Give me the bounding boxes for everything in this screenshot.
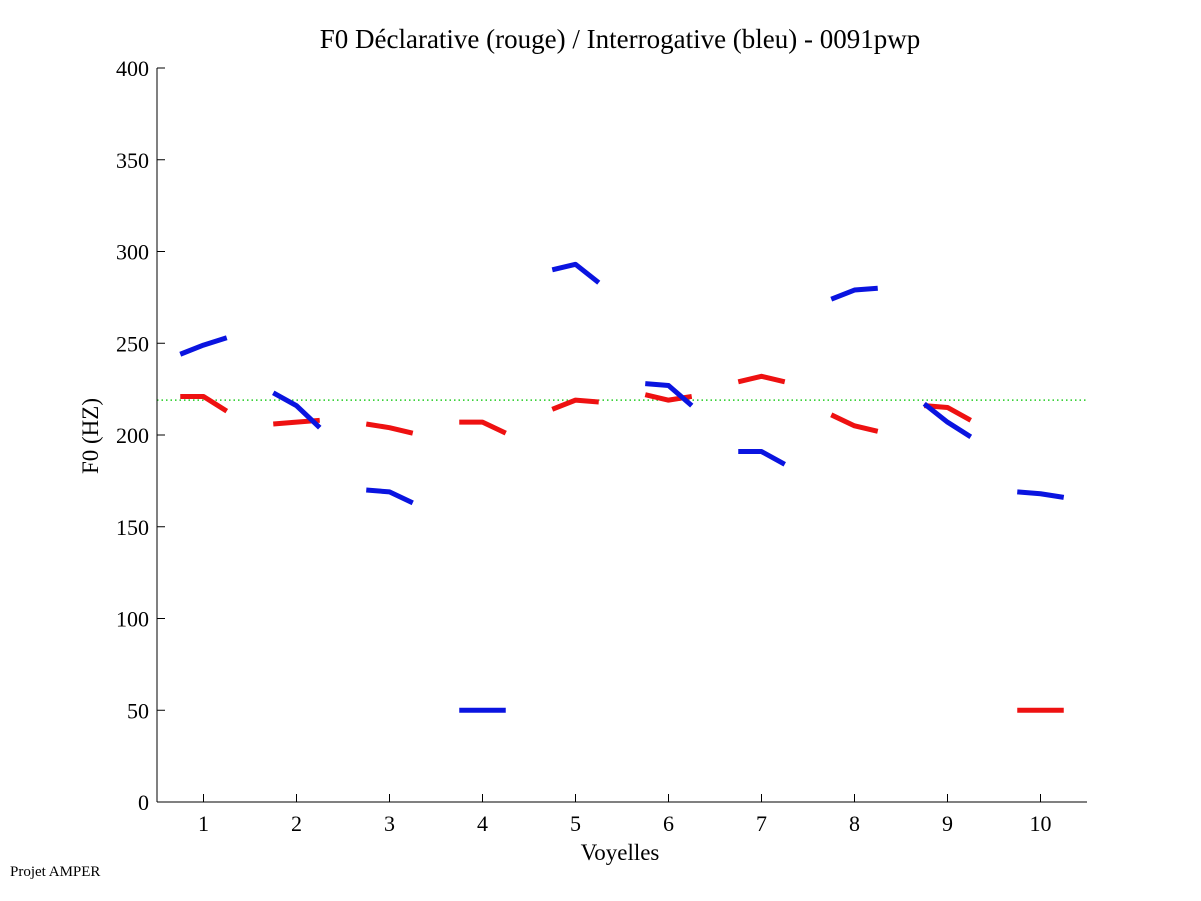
x-tick-label: 6 bbox=[663, 811, 674, 836]
declarative-segment-7 bbox=[737, 373, 786, 385]
x-tick-label: 4 bbox=[477, 811, 488, 836]
interrogative-segment-7 bbox=[738, 449, 786, 467]
interrogative-segment-9 bbox=[922, 401, 973, 439]
x-tick-label: 9 bbox=[942, 811, 953, 836]
x-tick-label: 2 bbox=[291, 811, 302, 836]
x-tick-label: 8 bbox=[849, 811, 860, 836]
x-tick-label: 1 bbox=[198, 811, 209, 836]
interrogative-segment-1 bbox=[179, 335, 228, 357]
interrogative-segment-6 bbox=[645, 381, 694, 408]
footer-credit: Projet AMPER bbox=[10, 864, 101, 880]
y-tick-label: 350 bbox=[116, 148, 149, 173]
chart-title: F0 Déclarative (rouge) / Interrogative (… bbox=[320, 24, 921, 54]
y-axis-label: F0 (HZ) bbox=[78, 398, 103, 474]
y-tick-label: 150 bbox=[116, 515, 149, 540]
y-tick-label: 250 bbox=[116, 331, 149, 356]
interrogative-segment-8 bbox=[830, 285, 878, 302]
interrogative-segment-10 bbox=[1017, 489, 1065, 500]
interrogative-segment-5 bbox=[551, 261, 601, 285]
y-tick-label: 0 bbox=[138, 790, 149, 815]
y-tick-label: 50 bbox=[127, 698, 149, 723]
y-tick-label: 300 bbox=[116, 240, 149, 265]
interrogative-segment-2 bbox=[272, 390, 322, 430]
x-tick-label: 10 bbox=[1030, 811, 1052, 836]
x-tick-label: 7 bbox=[756, 811, 767, 836]
declarative-segment-9 bbox=[924, 403, 972, 423]
y-tick-label: 400 bbox=[116, 56, 149, 81]
x-axis-label: Voyelles bbox=[581, 840, 660, 865]
interrogative-segment-3 bbox=[366, 487, 414, 506]
declarative-segment-1 bbox=[180, 393, 229, 414]
declarative-segment-4 bbox=[459, 419, 507, 436]
declarative-segment-5 bbox=[551, 397, 599, 412]
y-tick-label: 200 bbox=[116, 423, 149, 448]
y-tick-label: 100 bbox=[116, 607, 149, 632]
declarative-segment-3 bbox=[365, 421, 414, 436]
declarative-segment-8 bbox=[830, 412, 879, 434]
x-tick-label: 3 bbox=[384, 811, 395, 836]
x-tick-label: 5 bbox=[570, 811, 581, 836]
